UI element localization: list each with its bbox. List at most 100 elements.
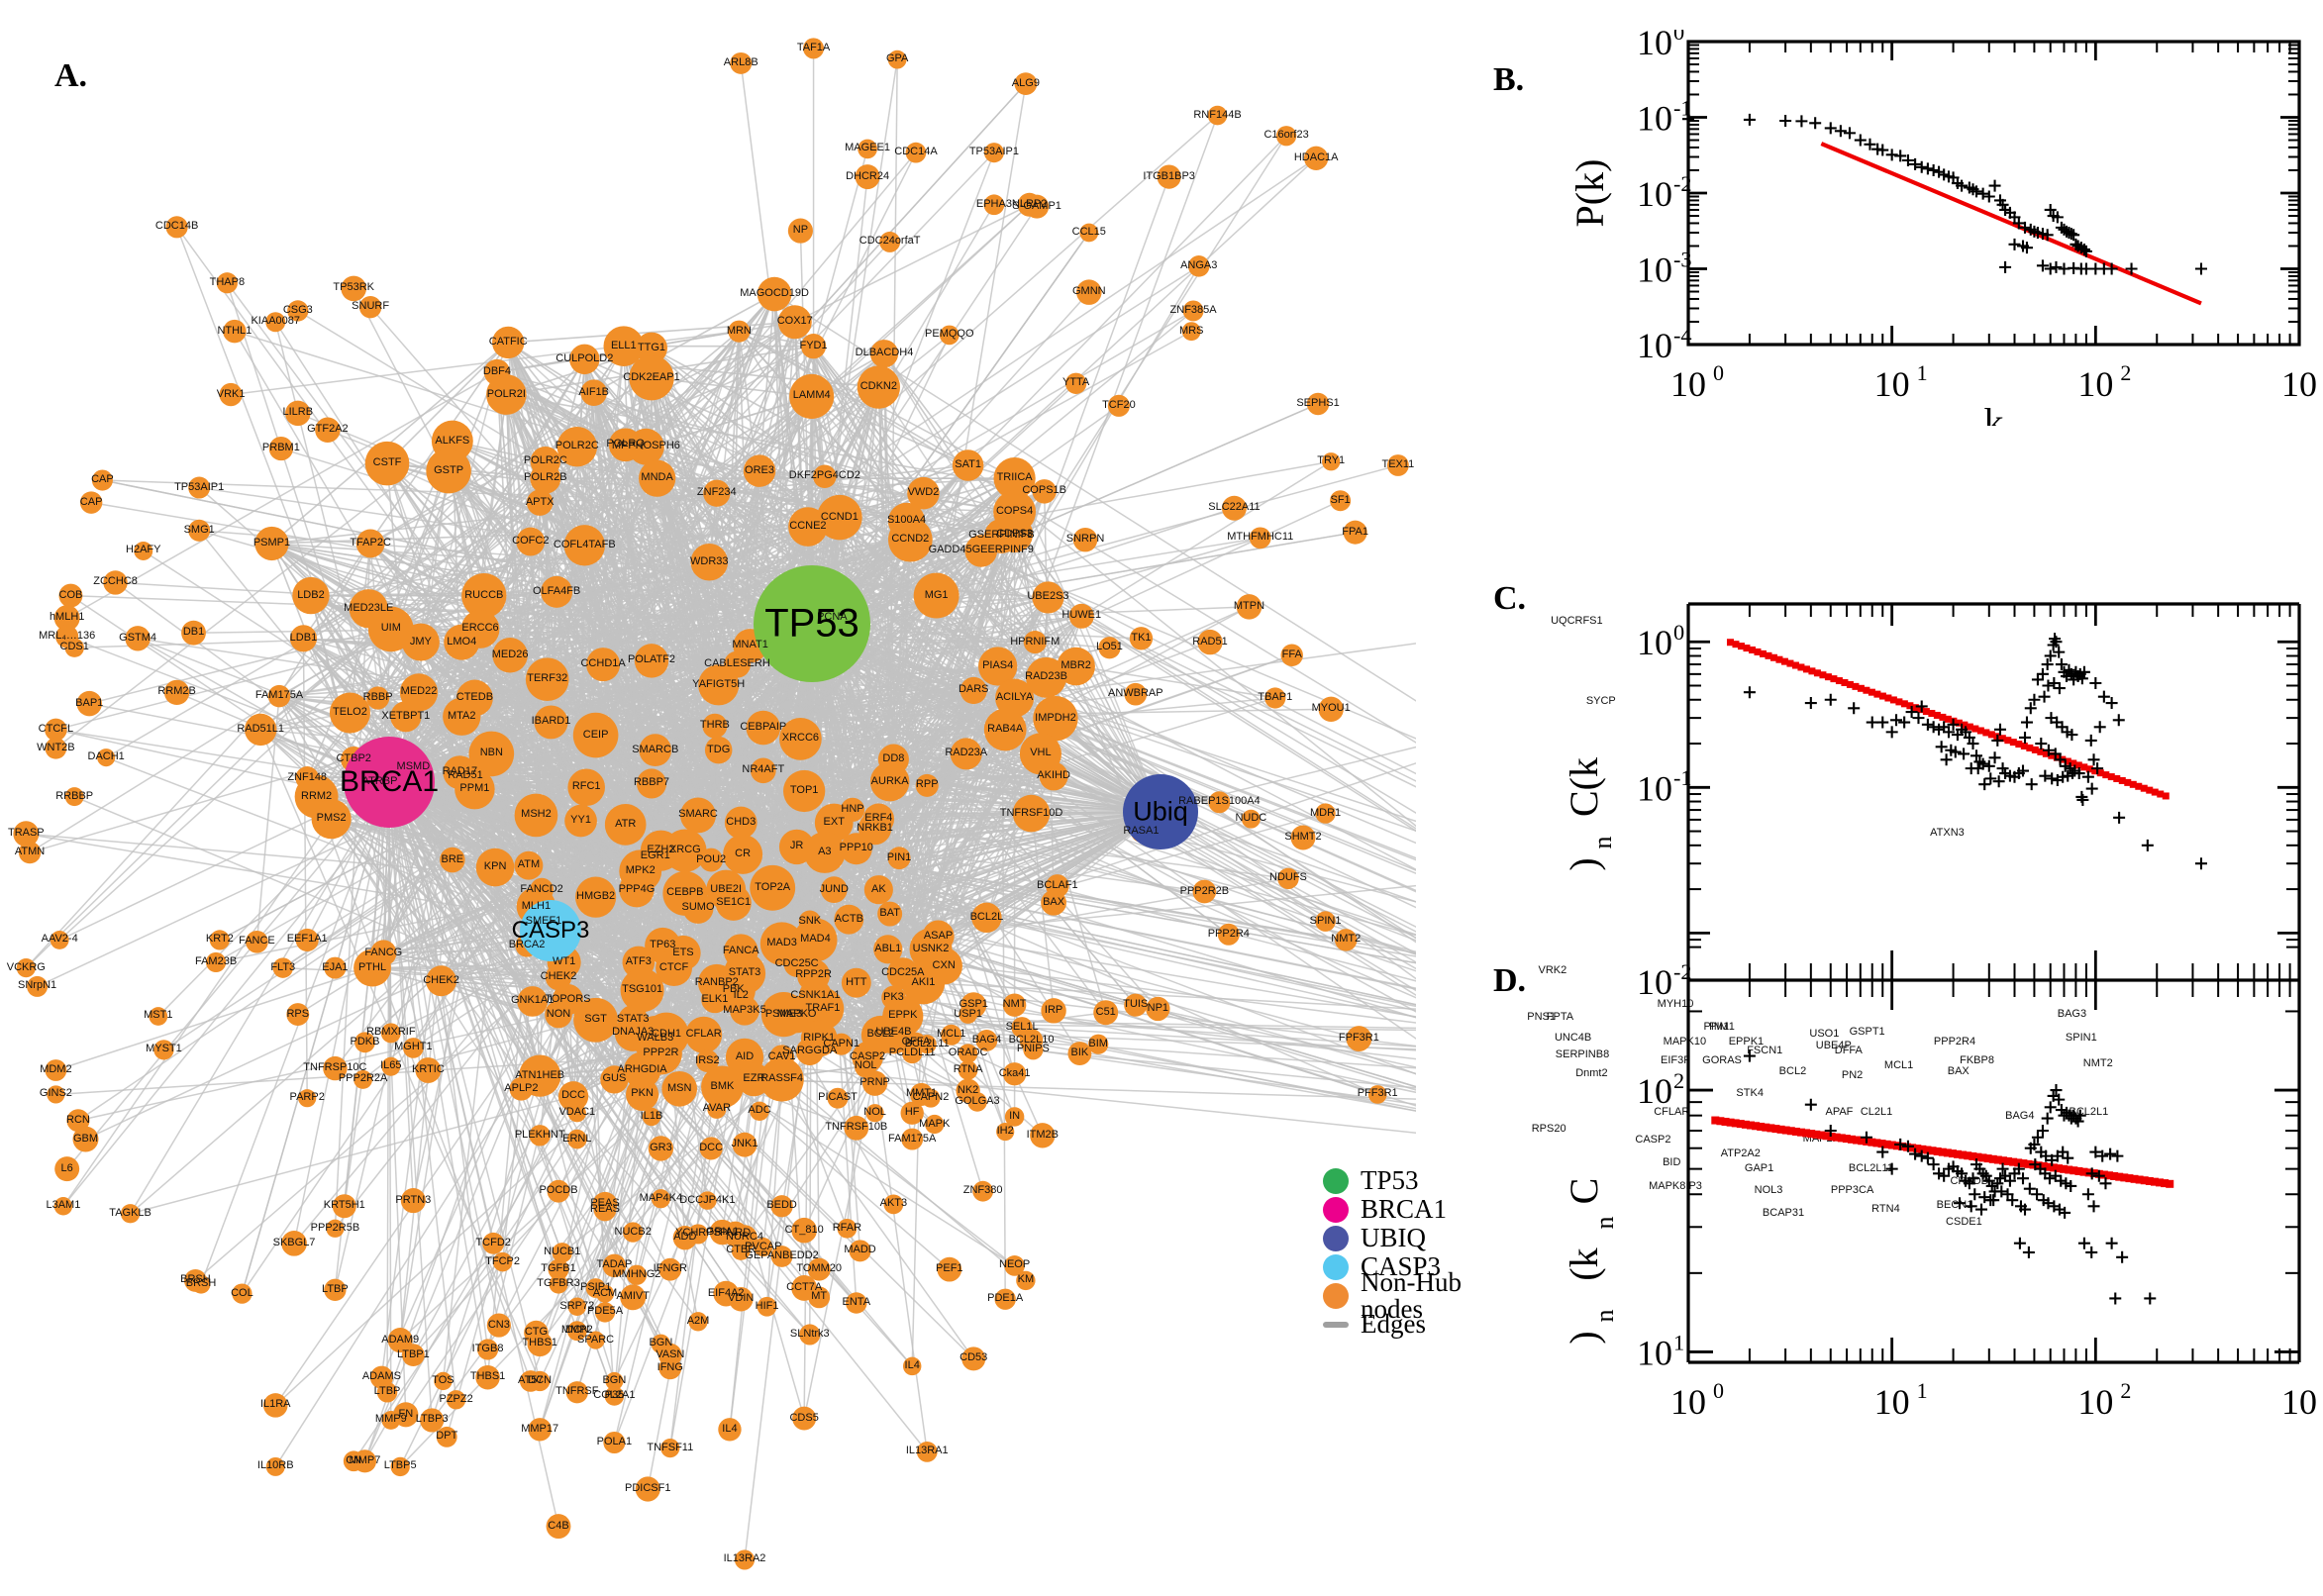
network-node[interactable] <box>125 626 151 651</box>
network-node[interactable] <box>1335 929 1358 951</box>
network-node[interactable] <box>704 736 733 764</box>
network-node[interactable] <box>873 935 903 964</box>
network-node[interactable] <box>1124 993 1148 1017</box>
network-node[interactable] <box>803 38 825 59</box>
network-node[interactable] <box>978 647 1018 686</box>
network-node[interactable] <box>807 1257 831 1281</box>
network-node[interactable] <box>770 1195 793 1218</box>
network-node[interactable] <box>461 572 507 619</box>
network-node[interactable] <box>492 637 528 673</box>
network-node[interactable] <box>901 960 946 1005</box>
network-node[interactable] <box>661 1070 698 1107</box>
network-node[interactable] <box>915 773 939 797</box>
network-node[interactable] <box>830 1033 853 1055</box>
network-node[interactable] <box>482 1232 505 1254</box>
network-node[interactable] <box>265 312 286 333</box>
network-node[interactable] <box>627 428 664 465</box>
network-node[interactable] <box>295 928 319 951</box>
network-node[interactable] <box>958 1060 978 1080</box>
network-node[interactable] <box>209 930 230 950</box>
network-node[interactable] <box>715 884 752 921</box>
network-node[interactable] <box>545 1000 572 1029</box>
network-node[interactable] <box>750 1101 769 1122</box>
network-node[interactable] <box>1197 629 1223 655</box>
network-node[interactable] <box>289 625 318 652</box>
network-node[interactable] <box>265 1456 285 1476</box>
network-node[interactable] <box>454 768 495 810</box>
hub-node-tp53[interactable] <box>754 565 870 682</box>
network-node[interactable] <box>574 876 617 918</box>
network-node[interactable] <box>1098 637 1121 659</box>
network-node[interactable] <box>267 684 291 708</box>
network-node[interactable] <box>869 761 910 802</box>
network-node[interactable] <box>528 1418 552 1442</box>
network-node[interactable] <box>403 1038 424 1058</box>
network-node[interactable] <box>658 1257 682 1281</box>
network-node[interactable] <box>642 1107 661 1127</box>
network-node[interactable] <box>120 1204 141 1224</box>
network-node[interactable] <box>509 1076 534 1101</box>
hub-node-ubiq[interactable] <box>1123 774 1198 849</box>
network-node[interactable] <box>1014 72 1038 95</box>
network-node[interactable] <box>1030 1123 1056 1148</box>
network-node[interactable] <box>354 948 391 987</box>
network-node[interactable] <box>569 344 600 375</box>
network-node[interactable] <box>983 143 1004 163</box>
network-node[interactable] <box>834 904 864 935</box>
network-node[interactable] <box>556 426 598 467</box>
network-node[interactable] <box>695 1049 719 1073</box>
network-node[interactable] <box>1330 490 1352 512</box>
network-node[interactable] <box>905 142 927 163</box>
network-node[interactable] <box>573 997 619 1043</box>
network-node[interactable] <box>971 902 1002 934</box>
network-node[interactable] <box>687 1224 709 1245</box>
network-node[interactable] <box>64 638 84 657</box>
network-node[interactable] <box>690 543 729 581</box>
network-node[interactable] <box>1026 656 1067 698</box>
network-node[interactable] <box>635 1476 660 1502</box>
network-node[interactable] <box>366 686 390 710</box>
network-node[interactable] <box>381 1056 401 1076</box>
network-node[interactable] <box>585 1278 606 1298</box>
network-node[interactable] <box>580 379 608 406</box>
network-node[interactable] <box>400 1188 426 1214</box>
network-node[interactable] <box>567 1297 587 1317</box>
network-node[interactable] <box>358 296 382 319</box>
network-node[interactable] <box>707 1100 727 1119</box>
network-node[interactable] <box>701 985 729 1014</box>
network-node[interactable] <box>820 876 848 904</box>
network-node[interactable] <box>45 718 67 742</box>
network-node[interactable] <box>996 1122 1015 1142</box>
network-node[interactable] <box>623 1222 644 1243</box>
network-node[interactable] <box>1012 794 1051 833</box>
network-node[interactable] <box>153 1040 174 1060</box>
network-node[interactable] <box>793 918 838 962</box>
network-node[interactable] <box>329 692 370 734</box>
network-node[interactable] <box>1187 255 1210 277</box>
network-node[interactable] <box>311 799 352 840</box>
network-node[interactable] <box>380 1023 401 1044</box>
network-node[interactable] <box>205 951 227 973</box>
network-node[interactable] <box>436 1426 457 1447</box>
network-node[interactable] <box>759 1057 804 1102</box>
network-node[interactable] <box>326 1219 345 1238</box>
network-node[interactable] <box>516 527 546 556</box>
network-node[interactable] <box>702 713 728 739</box>
network-node[interactable] <box>475 848 515 887</box>
network-node[interactable] <box>663 829 707 872</box>
network-node[interactable] <box>604 1386 624 1406</box>
network-node[interactable] <box>1076 279 1102 305</box>
network-node[interactable] <box>434 1371 453 1391</box>
network-node[interactable] <box>1032 479 1057 504</box>
network-node[interactable] <box>1275 126 1297 147</box>
network-node[interactable] <box>701 1065 744 1109</box>
network-node[interactable] <box>731 1241 751 1260</box>
network-node[interactable] <box>660 1439 680 1458</box>
network-node[interactable] <box>858 139 877 159</box>
network-node[interactable] <box>803 832 846 873</box>
network-node[interactable] <box>163 679 190 706</box>
network-node[interactable] <box>390 701 422 733</box>
network-node[interactable] <box>658 1356 682 1380</box>
network-node[interactable] <box>730 996 759 1026</box>
hub-node-brca1[interactable] <box>344 737 435 828</box>
